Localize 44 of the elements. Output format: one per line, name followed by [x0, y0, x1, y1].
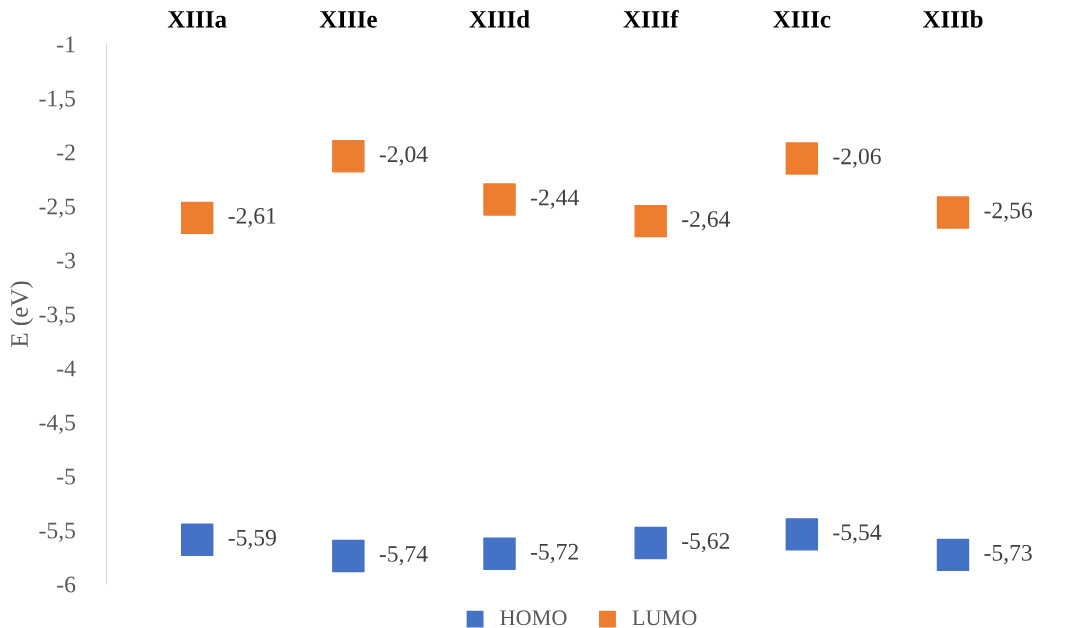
legend-label: LUMO	[632, 610, 697, 626]
data-label: -2,04	[379, 146, 428, 166]
data-label: -5,74	[379, 546, 428, 566]
y-tick-label: -6	[57, 576, 76, 593]
data-label: -2,56	[984, 202, 1033, 222]
x-tick-label: XIIIa	[167, 11, 227, 28]
x-tick-label: XIIIe	[319, 11, 377, 28]
y-tick-label: -3,5	[39, 306, 76, 326]
data-label: -5,72	[530, 543, 578, 564]
point	[332, 539, 365, 573]
x-tick-label: XIIIc	[773, 11, 831, 28]
x-tick-label: XIIIf	[623, 9, 679, 28]
y-axis-title: E (eV)	[10, 281, 34, 347]
point	[785, 518, 819, 551]
data-label: -5,54	[833, 524, 882, 544]
data-label: -5,62	[682, 533, 730, 553]
x-tick-label: XIIIb	[922, 10, 983, 28]
y-tick-label: -4	[57, 360, 76, 377]
data-label: -5,59	[228, 529, 276, 550]
point	[785, 142, 819, 175]
y-tick-label: -1	[57, 36, 75, 53]
y-tick-label: -3	[57, 252, 76, 269]
point	[936, 538, 970, 572]
legend-label: HOMO	[500, 610, 567, 626]
y-tick-label: -5,5	[39, 522, 76, 542]
data-label: -2,06	[833, 148, 881, 168]
data-label: -5,73	[984, 544, 1032, 565]
x-tick-label: XIIId	[469, 10, 530, 28]
point	[180, 201, 214, 235]
point	[634, 204, 667, 238]
data-label: -2,44	[530, 189, 579, 209]
point	[634, 526, 667, 560]
point	[483, 183, 516, 216]
point	[332, 140, 365, 173]
y-tick-label: -5	[57, 468, 76, 485]
y-tick-label: -2,5	[39, 198, 76, 218]
y-tick-label: -4,5	[39, 414, 76, 434]
point	[180, 523, 214, 556]
y-tick-label: -2	[57, 144, 75, 161]
data-label: -2,64	[682, 211, 731, 231]
point	[936, 196, 970, 229]
point	[483, 537, 516, 571]
data-label: -2,61	[228, 207, 276, 228]
y-tick-label: -1,5	[39, 90, 76, 110]
